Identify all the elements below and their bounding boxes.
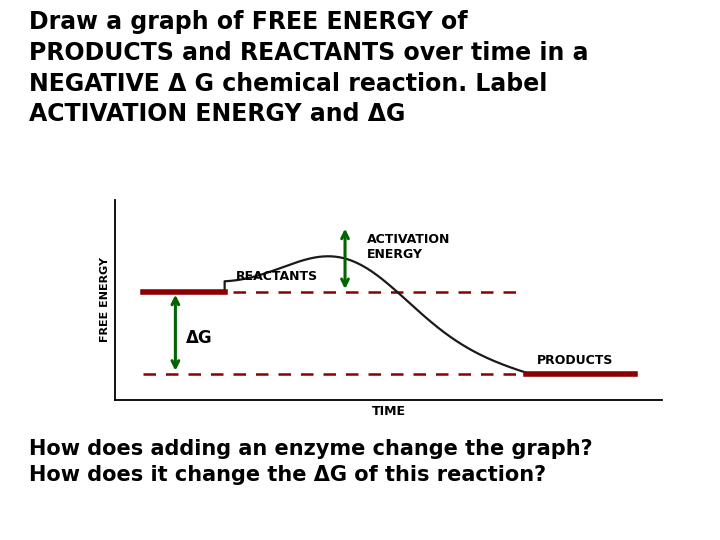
Text: REACTANTS: REACTANTS: [235, 270, 318, 283]
Text: ACTIVATION
ENERGY: ACTIVATION ENERGY: [367, 233, 450, 261]
Text: PRODUCTS: PRODUCTS: [536, 354, 613, 367]
Text: How does adding an enzyme change the graph?
How does it change the ΔG of this re: How does adding an enzyme change the gra…: [29, 439, 593, 485]
X-axis label: TIME: TIME: [372, 405, 406, 418]
Y-axis label: FREE ENERGY: FREE ENERGY: [99, 257, 109, 342]
Text: ΔG: ΔG: [186, 329, 213, 347]
Text: Draw a graph of FREE ENERGY of
PRODUCTS and REACTANTS over time in a
NEGATIVE Δ : Draw a graph of FREE ENERGY of PRODUCTS …: [29, 10, 588, 126]
